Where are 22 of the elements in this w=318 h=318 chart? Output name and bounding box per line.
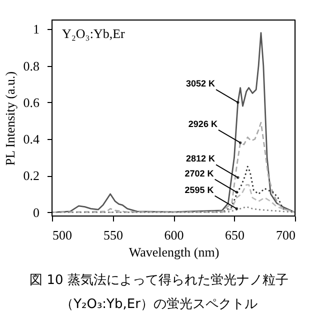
x-tick-label: 650 — [225, 228, 244, 242]
annotation: 2812 K — [186, 154, 216, 164]
text: （Y₂O₃:Yb,Er）の蛍光スペクトル — [60, 297, 258, 312]
y-tick-label: 0.4 — [23, 132, 40, 147]
annotation: 3052 K — [186, 78, 216, 89]
y-tick-label: 0.8 — [23, 58, 40, 74]
x-tick-label: 600 — [164, 228, 184, 242]
x-axis-title: Wavelength (nm) — [128, 244, 220, 260]
y-tick-label: 1 — [33, 22, 40, 37]
x-tick-label: 700 — [276, 228, 296, 242]
annotation: Y₂O₃:Yb,Er — [62, 26, 126, 41]
line-series — [52, 184, 295, 214]
annotation: 2702 K — [184, 168, 214, 178]
y-tick-label: 0 — [33, 204, 40, 220]
x-tick-label: 550 — [104, 228, 123, 242]
y-axis-title: PL Intensity (a.u.) — [2, 71, 18, 166]
y-tick-label: 0.6 — [23, 94, 40, 110]
annotation: 2926 K — [188, 118, 218, 129]
y-tick-label: 0.2 — [23, 168, 40, 184]
annotation: 2595 K — [184, 184, 214, 195]
caption: 図 10 蒸気法によって得られた蛍光ナノ粒子 — [30, 273, 288, 288]
x-tick-label: 500 — [52, 228, 72, 242]
